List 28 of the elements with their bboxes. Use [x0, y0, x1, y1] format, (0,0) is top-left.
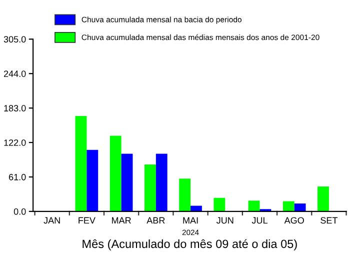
bar	[110, 136, 122, 212]
x-tick-label: SET	[320, 217, 338, 224]
y-tick-label: 183.0	[4, 105, 26, 112]
bar	[294, 204, 306, 212]
x-axis-title: Mês (Acumulado do mês 09 até o dia 05)	[82, 239, 297, 250]
x-tick-label: MAI	[183, 217, 198, 224]
x-tick-label: MAR	[112, 217, 131, 224]
bar	[86, 150, 98, 212]
x-tick-label: ABR	[146, 217, 165, 224]
bar	[318, 186, 329, 212]
bar	[144, 164, 156, 212]
x-tick-label: AGO	[284, 217, 304, 224]
x-tick-label: JUN	[216, 217, 234, 224]
x-tick-label: FEV	[78, 217, 96, 224]
y-tick-label: 122.0	[4, 139, 26, 146]
bar	[179, 178, 191, 212]
bar	[248, 200, 260, 212]
y-tick-label: 61.0	[9, 174, 26, 180]
x-tick-label: JUL	[252, 217, 268, 224]
bar	[75, 116, 87, 212]
bar	[121, 154, 133, 212]
bar	[282, 201, 294, 212]
x-tick-label: JAN	[44, 217, 60, 224]
bar	[156, 154, 168, 212]
y-tick-label: 244.0	[4, 70, 26, 77]
y-tick-label: 305.0	[4, 36, 26, 43]
y-tick-label: 0.0	[14, 208, 26, 215]
bar	[214, 198, 226, 212]
